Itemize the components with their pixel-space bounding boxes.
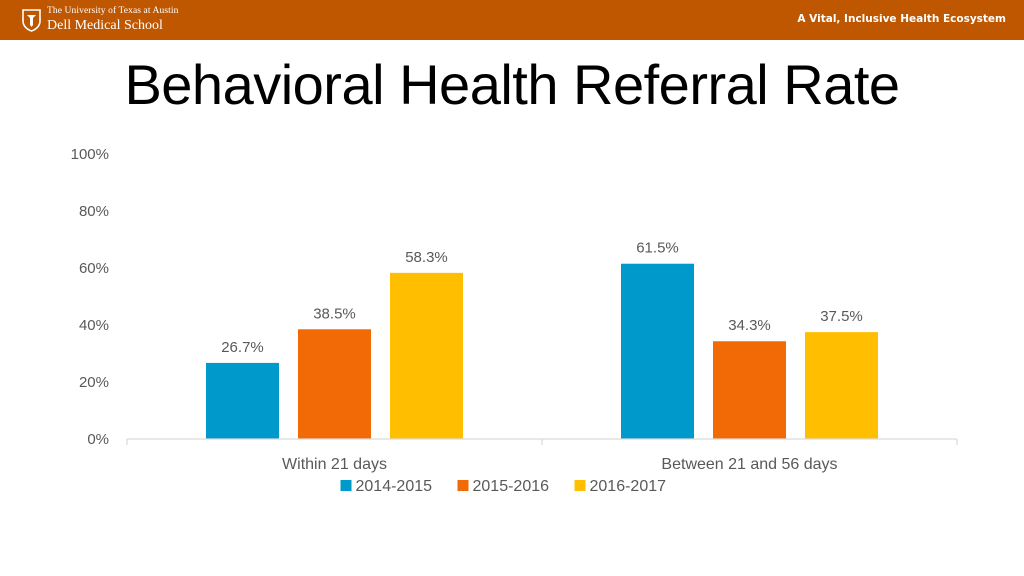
legend-label: 2016-2017	[590, 478, 667, 495]
tagline: A Vital, Inclusive Health Ecosystem	[797, 13, 1006, 25]
slide-title: Behavioral Health Referral Rate	[124, 53, 900, 116]
legend-swatch	[340, 480, 352, 491]
legend-label: 2014-2015	[356, 478, 433, 495]
bar-chart: 0% 20% 40% 60% 80% 100% 26.7% 38.5% 58.3% 61.5% 3…	[71, 146, 958, 495]
y-tick-label: 60%	[79, 260, 109, 277]
y-axis: 0% 20% 40% 60% 80% 100%	[71, 146, 109, 448]
legend-label: 2015-2016	[473, 478, 550, 495]
y-tick-label: 20%	[79, 374, 109, 391]
data-label: 61.5%	[636, 240, 679, 257]
school-name: Dell Medical School	[47, 17, 163, 33]
data-labels: 26.7% 38.5% 58.3% 61.5% 34.3% 37.5%	[221, 240, 863, 356]
y-tick-label: 40%	[79, 317, 109, 334]
bar-2016-2017	[805, 332, 878, 439]
data-label: 26.7%	[221, 339, 264, 356]
data-label: 37.5%	[820, 308, 863, 325]
bar-2016-2017	[390, 272, 463, 439]
legend: 2014-2015 2015-2016 2016-2017	[340, 478, 667, 495]
category-label: Within 21 days	[282, 456, 387, 473]
bars	[206, 263, 878, 439]
category-label: Between 21 and 56 days	[661, 456, 837, 473]
shield-icon	[22, 8, 41, 32]
legend-swatch	[457, 480, 469, 491]
bar-2014-2015	[206, 362, 279, 439]
x-axis: Within 21 days Between 21 and 56 days	[126, 438, 958, 473]
data-label: 58.3%	[405, 249, 448, 266]
bar-2015-2016	[713, 341, 786, 439]
bar-2015-2016	[298, 329, 371, 439]
y-tick-label: 100%	[71, 146, 109, 163]
y-tick-label: 80%	[79, 203, 109, 220]
y-tick-label: 0%	[87, 431, 109, 448]
legend-swatch	[574, 480, 586, 491]
header-bar: The University of Texas at Austin Dell M…	[0, 0, 1024, 40]
bar-2014-2015	[621, 263, 694, 439]
data-label: 38.5%	[313, 305, 356, 322]
school-logo: The University of Texas at Austin Dell M…	[22, 6, 178, 34]
university-name: The University of Texas at Austin	[47, 6, 179, 17]
data-label: 34.3%	[728, 317, 771, 334]
